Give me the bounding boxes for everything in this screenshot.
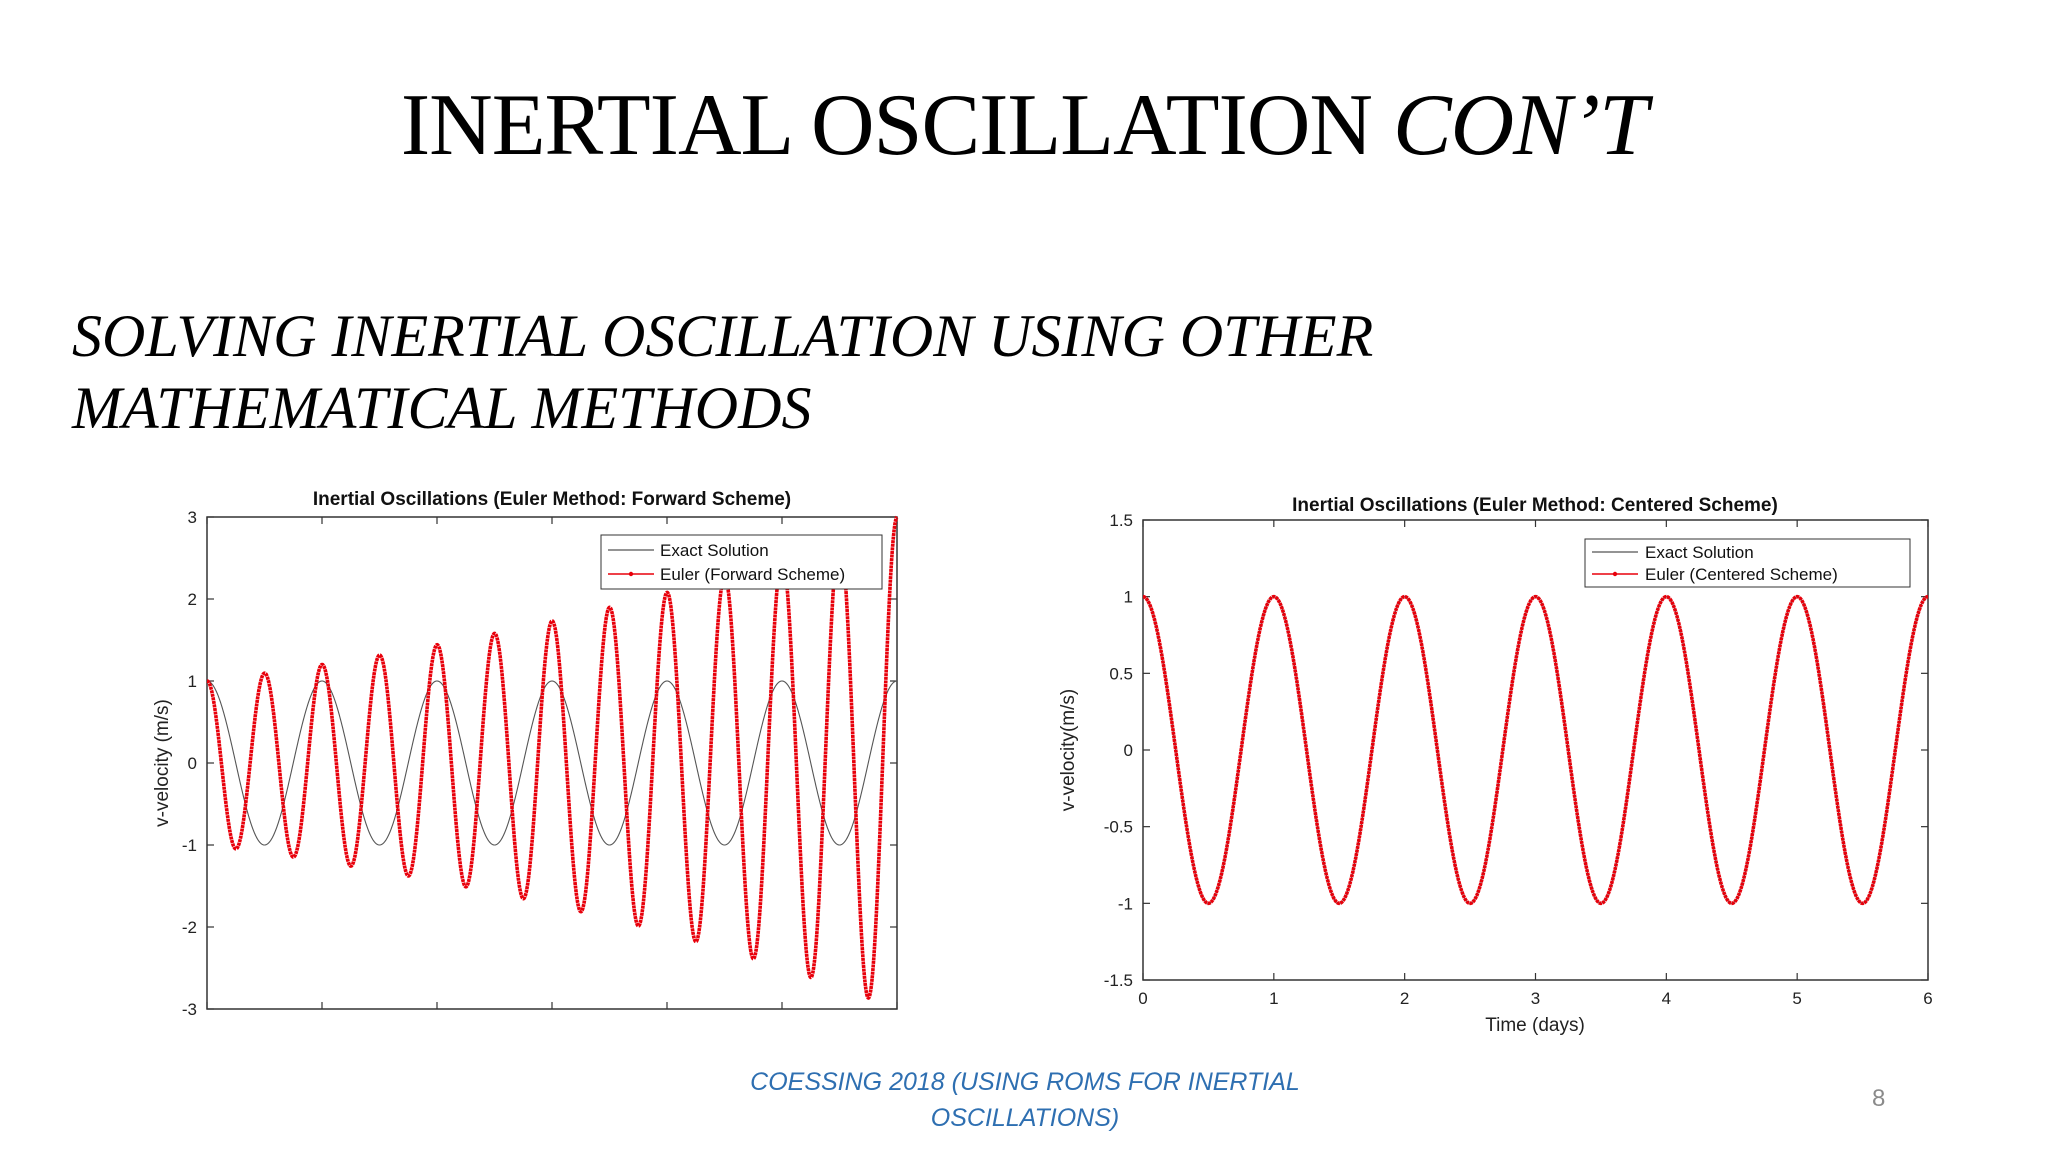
x-tick-label: 2 [1400,989,1409,1008]
x-tick-label: 1 [1269,989,1278,1008]
y-tick-label: 0.5 [1109,664,1133,683]
y-tick-label: 2 [188,590,197,609]
legend-exact-label: Exact Solution [1645,543,1754,562]
subtitle-line-2: MATHEMATICAL METHODS [72,375,812,441]
x-tick-label: 4 [1662,989,1671,1008]
y-tick-label: -2 [182,918,197,937]
footer-line-2: OSCILLATIONS) [930,1104,1120,1132]
legend-euler-label: Euler (Forward Scheme) [660,565,845,584]
legend-box [1584,538,1911,588]
x-tick-label: 3 [1531,989,1540,1008]
legend: Exact Solution Euler (Centered Scheme) [1584,538,1911,588]
footer-line-1: COESSING 2018 (USING ROMS FOR INERTIAL [750,1068,1300,1096]
chart-title: Inertial Oscillations (Euler Method: Cen… [1292,495,1778,516]
x-tick-label: 0 [1138,989,1147,1008]
y-tick-label: -1.5 [1104,971,1133,990]
page-number: 8 [1872,1085,1886,1112]
y-tick-label: 0 [188,754,197,773]
y-tick-label: 1 [1124,588,1133,607]
legend-box [600,534,883,590]
y-tick-label: -1 [182,836,197,855]
x-tick-label: 5 [1792,989,1801,1008]
legend: Exact Solution Euler (Forward Scheme) [600,534,883,590]
slide-footer: COESSING 2018 (USING ROMS FOR INERTIAL O… [700,1064,1350,1136]
legend-euler-label: Euler (Centered Scheme) [1645,565,1838,584]
y-tick-label: 3 [188,508,197,527]
slide-title: INERTIAL OSCILLATION CON’T [0,77,2048,175]
exact-solution-line [206,680,898,846]
y-axis-label: v-velocity (m/s) [152,699,173,827]
legend-euler-marker [1612,571,1618,577]
plot-area [206,516,898,1010]
slide-subtitle: SOLVING INERTIAL OSCILLATION USING OTHER… [72,300,1572,444]
plot-area [1142,519,1929,981]
y-tick-label: -0.5 [1104,818,1133,837]
y-tick-label: -1 [1118,894,1133,913]
y-tick-label: 1 [188,672,197,691]
slide-title-main: INERTIAL OSCILLATION [400,77,1373,174]
x-tick-label: 6 [1923,989,1932,1008]
centered-scheme-chart: Inertial Oscillations (Euler Method: Cen… [1058,495,1933,1036]
chart-title: Inertial Oscillations (Euler Method: For… [313,489,791,510]
y-tick-label: 0 [1124,741,1133,760]
y-tick-label: -3 [182,1000,197,1019]
y-tick-label: 1.5 [1109,511,1133,530]
euler-series-line [1141,594,1930,906]
x-axis-label: Time (days) [1485,1015,1585,1036]
legend-exact-label: Exact Solution [660,541,769,560]
forward-scheme-chart: Inertial Oscillations (Euler Method: For… [152,489,899,1019]
subtitle-line-1: SOLVING INERTIAL OSCILLATION USING OTHER [72,303,1374,369]
slide-title-italic: CON’T [1392,77,1648,174]
y-axis-label: v-velocity(m/s) [1058,689,1079,811]
legend-euler-marker [628,571,634,577]
